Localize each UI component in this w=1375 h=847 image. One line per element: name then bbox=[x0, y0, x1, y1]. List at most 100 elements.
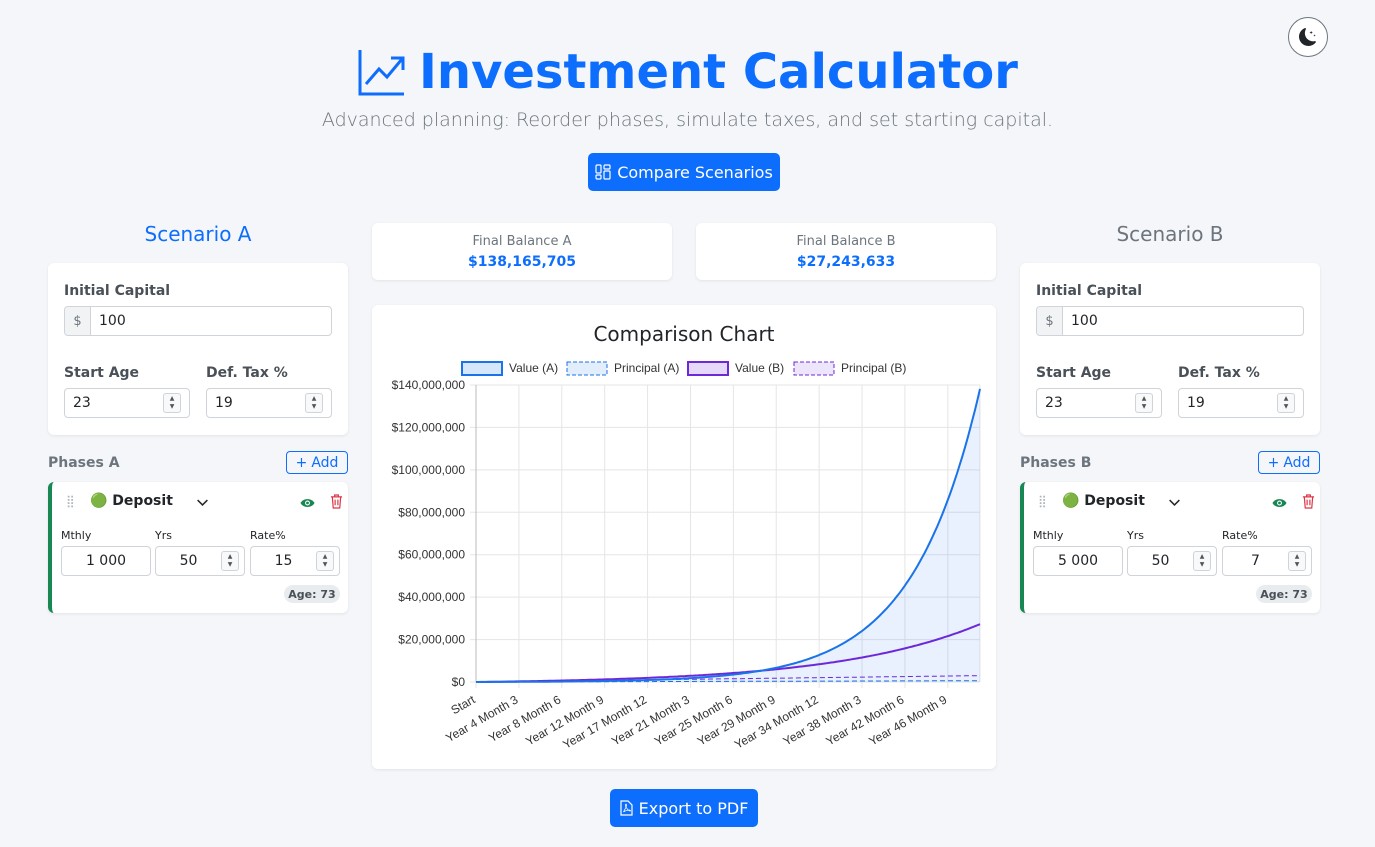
currency-addon: $ bbox=[65, 307, 91, 335]
phase-type-select[interactable]: 🟢 Deposit bbox=[90, 493, 173, 509]
trash-icon[interactable] bbox=[1302, 494, 1315, 509]
chart-card: Comparison Chart $0 $20,000,000 $40,000,00… bbox=[372, 305, 996, 769]
y-tick-label: $60,000,000 bbox=[398, 548, 465, 562]
spinner-icon[interactable]: ▲ ▼ bbox=[1193, 551, 1211, 571]
value-b-line bbox=[476, 623, 981, 683]
phases-b-label: Phases B bbox=[1020, 455, 1092, 471]
eye-icon[interactable] bbox=[300, 496, 315, 510]
legend-swatch bbox=[566, 361, 608, 376]
export-pdf-label: Export to PDF bbox=[638, 798, 749, 818]
legend-swatch bbox=[687, 361, 729, 376]
legend-label: Principal (B) bbox=[841, 361, 906, 375]
start-age-input[interactable]: 23 ▲ ▼ bbox=[1036, 388, 1162, 418]
monthly-label: Mthly bbox=[1033, 529, 1064, 542]
eye-icon[interactable] bbox=[1272, 496, 1287, 510]
years-value: 50 bbox=[179, 553, 198, 569]
phases-a-label: Phases A bbox=[48, 455, 120, 471]
chevron-down-icon[interactable] bbox=[196, 496, 209, 509]
scenario-b-heading: Scenario B bbox=[1116, 222, 1224, 246]
phase-a-card: ⣿ 🟢 Deposit Mthly Yrs Rate% 1 000 50 ▲ ▼ … bbox=[48, 482, 348, 613]
page-header: Investment Calculator bbox=[0, 40, 1375, 104]
age-badge: Age: 73 bbox=[1256, 585, 1312, 603]
rate-value: 15 bbox=[274, 553, 293, 569]
spinner-icon[interactable]: ▲ ▼ bbox=[305, 393, 323, 413]
monthly-value: 1 000 bbox=[85, 553, 127, 569]
plus-icon: + bbox=[1267, 454, 1280, 471]
scenario-a-heading: Scenario A bbox=[144, 222, 252, 246]
monthly-label: Mthly bbox=[61, 529, 92, 542]
tax-input[interactable]: 19 ▲ ▼ bbox=[1178, 388, 1304, 418]
legend-label: Principal (A) bbox=[614, 361, 679, 375]
tax-label: Def. Tax % bbox=[206, 365, 288, 381]
tax-value: 19 bbox=[1187, 395, 1205, 411]
spinner-icon[interactable]: ▲ ▼ bbox=[221, 551, 239, 571]
graph-up-arrow-icon bbox=[358, 50, 405, 96]
rate-input[interactable]: 15 ▲ ▼ bbox=[250, 546, 340, 576]
theme-toggle-button[interactable] bbox=[1288, 17, 1328, 57]
export-pdf-button[interactable]: Export to PDF bbox=[610, 789, 758, 827]
scenario-b-settings-card: Initial Capital $ Start Age 23 ▲▼ Def. T… bbox=[1020, 263, 1320, 435]
initial-capital-field[interactable]: $ bbox=[64, 306, 332, 336]
drag-handle-icon[interactable]: ⣿ bbox=[66, 494, 75, 508]
chart-title: Comparison Chart bbox=[593, 322, 775, 346]
monthly-input[interactable]: 1 000 bbox=[61, 546, 151, 576]
add-phase-a-button[interactable]: + Add bbox=[286, 451, 348, 474]
tax-value: 19 bbox=[215, 395, 233, 411]
rate-label: Rate% bbox=[1222, 529, 1258, 542]
start-age-value: 23 bbox=[1045, 395, 1063, 411]
spinner-icon[interactable]: ▲ ▼ bbox=[316, 551, 334, 571]
initial-capital-field[interactable]: $ bbox=[1036, 306, 1304, 336]
trash-icon[interactable] bbox=[330, 494, 343, 509]
add-phase-b-button[interactable]: + Add bbox=[1258, 451, 1320, 474]
x-tick-label: Start bbox=[449, 692, 479, 717]
years-label: Yrs bbox=[155, 529, 172, 542]
rate-label: Rate% bbox=[250, 529, 286, 542]
tax-input[interactable]: 19 ▲ ▼ bbox=[206, 388, 332, 418]
start-age-input[interactable]: 23 ▲ ▼ bbox=[64, 388, 190, 418]
page-title: Investment Calculator bbox=[419, 44, 1018, 100]
spinner-icon[interactable]: ▲ ▼ bbox=[1277, 393, 1295, 413]
start-age-label: Start Age bbox=[64, 365, 140, 381]
rate-input[interactable]: 7 ▲ ▼ bbox=[1222, 546, 1312, 576]
tax-label: Def. Tax % bbox=[1178, 365, 1260, 381]
start-age-value: 23 bbox=[73, 395, 91, 411]
add-label: Add bbox=[1283, 454, 1311, 471]
grid-icon bbox=[595, 164, 611, 180]
drag-handle-icon[interactable]: ⣿ bbox=[1038, 494, 1047, 508]
final-balance-a-title: Final Balance A bbox=[472, 234, 572, 249]
plus-icon: + bbox=[295, 454, 308, 471]
value-a-line bbox=[476, 388, 981, 683]
final-balance-b-title: Final Balance B bbox=[796, 234, 896, 249]
phase-b-card: ⣿ 🟢 Deposit Mthly Yrs Rate% 5 000 50 ▲ ▼ … bbox=[1020, 482, 1320, 613]
legend-label: Value (B) bbox=[735, 361, 784, 375]
y-tick-label: $40,000,000 bbox=[398, 590, 465, 604]
moon-stars-icon bbox=[1299, 28, 1316, 46]
add-label: Add bbox=[311, 454, 339, 471]
years-value: 50 bbox=[1151, 553, 1170, 569]
spinner-icon[interactable]: ▲ ▼ bbox=[1135, 393, 1153, 413]
legend-label: Value (A) bbox=[509, 361, 558, 375]
value-a-area bbox=[476, 388, 980, 682]
initial-capital-label: Initial Capital bbox=[1036, 283, 1143, 299]
years-label: Yrs bbox=[1127, 529, 1144, 542]
monthly-input[interactable]: 5 000 bbox=[1033, 546, 1123, 576]
spinner-icon[interactable]: ▲ ▼ bbox=[163, 393, 181, 413]
y-tick-label: $120,000,000 bbox=[392, 420, 466, 434]
chevron-down-icon[interactable] bbox=[1168, 496, 1181, 509]
final-balance-b-value: $27,243,633 bbox=[796, 254, 896, 270]
start-age-label: Start Age bbox=[1036, 365, 1112, 381]
y-tick-label: $80,000,000 bbox=[398, 505, 465, 519]
legend-swatch bbox=[793, 361, 835, 376]
years-input[interactable]: 50 ▲ ▼ bbox=[155, 546, 245, 576]
y-tick-label: $140,000,000 bbox=[392, 378, 466, 392]
compare-scenarios-button[interactable]: Compare Scenarios bbox=[588, 153, 780, 191]
phase-type-select[interactable]: 🟢 Deposit bbox=[1062, 493, 1145, 509]
y-tick-label: $100,000,000 bbox=[392, 463, 466, 477]
initial-capital-input[interactable] bbox=[1063, 307, 1303, 335]
y-tick-label: $0 bbox=[452, 675, 466, 689]
age-badge: Age: 73 bbox=[284, 585, 340, 603]
final-balance-a-value: $138,165,705 bbox=[467, 254, 577, 270]
spinner-icon[interactable]: ▲ ▼ bbox=[1288, 551, 1306, 571]
initial-capital-input[interactable] bbox=[91, 307, 331, 335]
years-input[interactable]: 50 ▲ ▼ bbox=[1127, 546, 1217, 576]
